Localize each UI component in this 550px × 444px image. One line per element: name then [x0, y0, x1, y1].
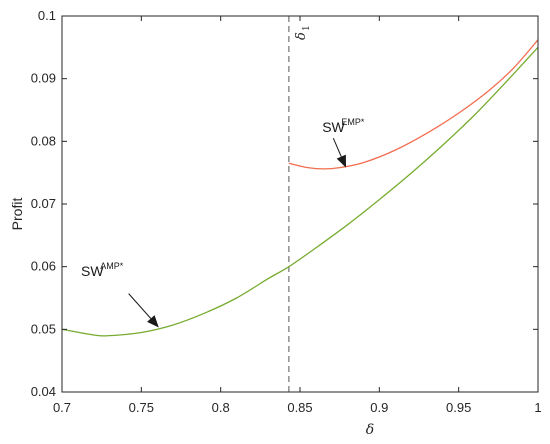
series-line-1: [288, 39, 539, 170]
annotation-superscript-1: EMP*: [341, 117, 365, 127]
vline-label-subscript: 1: [302, 25, 312, 31]
y-tick-label-3: 0.07: [31, 196, 56, 211]
x-tick-label-3: 0.85: [287, 400, 312, 415]
series-line-0: [61, 46, 539, 337]
vline-label: δ: [294, 32, 309, 40]
y-tick-label-1: 0.05: [31, 321, 56, 336]
x-tick-label-1: 0.75: [129, 400, 154, 415]
chart-axes: 0.7 0.75 0.8 0.85 0.9 0.95 1 0.04 0.05 0.06 0.07 0.…: [31, 8, 542, 415]
y-tick-label-0: 0.04: [31, 384, 56, 399]
x-tick-label-4: 0.9: [370, 400, 388, 415]
x-tick-label-0: 0.7: [53, 400, 71, 415]
x-axis-label: δ: [366, 422, 374, 438]
annotation-label-1: SW: [322, 119, 345, 135]
annotation-arrow-shaft-0: [128, 293, 152, 319]
annotation-arrow-head-0: [147, 315, 159, 328]
y-tick-label-4: 0.08: [31, 133, 56, 148]
y-axis-label: Profit: [9, 198, 25, 231]
annotation-superscript-0: AMP*: [100, 261, 124, 271]
y-tick-label-5: 0.09: [31, 71, 56, 86]
x-tick-label-6: 1: [534, 400, 541, 415]
y-tick-label-6: 0.1: [38, 8, 56, 23]
x-tick-label-5: 0.95: [446, 400, 471, 415]
y-tick-label-2: 0.06: [31, 259, 56, 274]
annotation-label-0: SW: [81, 263, 104, 279]
x-tick-label-2: 0.8: [212, 400, 230, 415]
annotation-arrow-head-1: [336, 154, 347, 168]
annotation-arrow-shaft-1: [332, 138, 342, 157]
